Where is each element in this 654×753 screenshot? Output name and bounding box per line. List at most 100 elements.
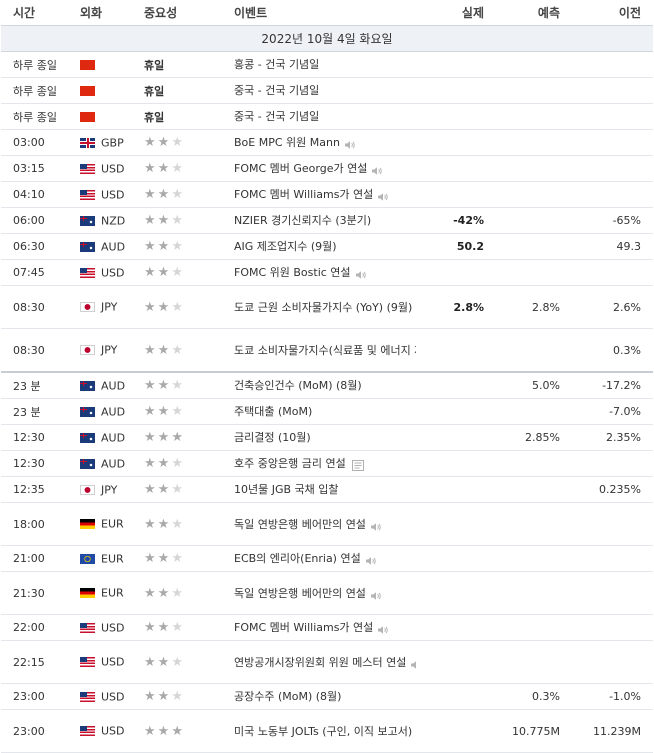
importance-cell: ★★★ bbox=[132, 683, 222, 710]
table-row[interactable]: 하루 종일 휴일 중국 - 건국 기념일 bbox=[1, 77, 653, 104]
event-name[interactable]: 금리결정 (10월) bbox=[234, 431, 311, 444]
table-row[interactable]: 23 분 AUD ★★★ 주택대출 (MoM) -7.0% bbox=[1, 398, 653, 425]
table-row[interactable]: 06:00 NZD ★★★ NZIER 경기신뢰지수 (3분기) -42% -65% bbox=[1, 207, 653, 234]
importance-cell: ★★★ bbox=[132, 328, 222, 373]
table-row[interactable]: 22:15 USD ★★★ 연방공개시장위원회 위원 메스터 연설 bbox=[1, 640, 653, 684]
table-row[interactable]: 12:30 AUD ★★★ 호주 중앙은행 금리 연설 bbox=[1, 450, 653, 477]
importance-stars: ★★★ bbox=[144, 213, 185, 228]
event-name[interactable]: 독일 연방은행 베어만의 연설 bbox=[234, 517, 366, 531]
forecast-value bbox=[496, 51, 572, 78]
actual-value bbox=[416, 545, 496, 572]
event-name[interactable]: 건축승인건수 (MoM) (8월) bbox=[234, 379, 362, 392]
event-currency-cell: AUD bbox=[68, 424, 132, 451]
table-row[interactable]: 03:00 GBP ★★★ BoE MPC 위원 Mann bbox=[1, 129, 653, 156]
star-icon: ★ bbox=[171, 723, 185, 739]
event-name[interactable]: FOMC 멤버 Williams가 연설 bbox=[234, 188, 374, 201]
event-cell: 도쿄 근원 소비자물가지수 (YoY) (9월) bbox=[222, 285, 416, 329]
event-name[interactable]: 연방공개시장위원회 위원 메스터 연설 bbox=[234, 655, 407, 669]
previous-value bbox=[572, 259, 653, 286]
event-name[interactable]: FOMC 위원 Bostic 연설 bbox=[234, 266, 351, 279]
actual-value bbox=[416, 476, 496, 503]
event-currency-cell: AUD bbox=[68, 233, 132, 260]
currency-code: AUD bbox=[101, 379, 126, 393]
header-previous[interactable]: 이전 bbox=[572, 0, 653, 26]
event-name[interactable]: NZIER 경기신뢰지수 (3분기) bbox=[234, 214, 372, 227]
event-name[interactable]: 도쿄 근원 소비자물가지수 (YoY) (9월) bbox=[234, 300, 413, 314]
speaker-icon bbox=[344, 138, 356, 149]
table-row[interactable]: 하루 종일 휴일 중국 - 건국 기념일 bbox=[1, 103, 653, 130]
flag-us-icon bbox=[80, 267, 95, 278]
currency-code: USD bbox=[101, 188, 125, 202]
event-time: 18:00 bbox=[1, 502, 68, 546]
importance-cell: ★★★ bbox=[132, 155, 222, 182]
event-cell: ECB의 엔리아(Enria) 연설 bbox=[222, 545, 416, 572]
event-name[interactable]: 호주 중앙은행 금리 연설 bbox=[234, 457, 346, 470]
table-row[interactable]: 23:00 USD ★★★ 공장수주 (MoM) (8월) 0.3% -1.0% bbox=[1, 683, 653, 710]
actual-value bbox=[416, 571, 496, 615]
event-name[interactable]: AIG 제조업지수 (9월) bbox=[234, 240, 337, 253]
table-row[interactable]: 21:30 EUR ★★★ 독일 연방은행 베어만의 연설 bbox=[1, 571, 653, 615]
table-row[interactable]: 22:00 USD ★★★ FOMC 멤버 Williams가 연설 bbox=[1, 614, 653, 641]
star-icon: ★ bbox=[171, 342, 185, 358]
header-forecast[interactable]: 예측 bbox=[496, 0, 572, 26]
forecast-value bbox=[496, 640, 572, 684]
currency-code: EUR bbox=[101, 586, 124, 600]
event-cell: 주택대출 (MoM) bbox=[222, 398, 416, 425]
table-row[interactable]: 12:30 AUD ★★★ 금리결정 (10월) 2.85% 2.35% bbox=[1, 424, 653, 451]
event-name[interactable]: 주택대출 (MoM) bbox=[234, 405, 313, 418]
event-currency-cell: AUD bbox=[68, 398, 132, 425]
table-row[interactable]: 07:45 USD ★★★ FOMC 위원 Bostic 연설 bbox=[1, 259, 653, 286]
event-name[interactable]: 10년물 JGB 국채 입찰 bbox=[234, 483, 339, 496]
event-name[interactable]: FOMC 멤버 Williams가 연설 bbox=[234, 621, 374, 634]
event-name[interactable]: ECB의 엔리아(Enria) 연설 bbox=[234, 552, 361, 565]
event-name[interactable]: BoE MPC 위원 Mann bbox=[234, 136, 340, 149]
event-name[interactable]: 홍콩 - 건국 기념일 bbox=[234, 58, 320, 71]
header-time[interactable]: 시간 bbox=[1, 0, 68, 26]
flag-us-icon bbox=[80, 726, 95, 737]
table-row[interactable]: 18:00 EUR ★★★ 독일 연방은행 베어만의 연설 bbox=[1, 502, 653, 546]
actual-value bbox=[416, 398, 496, 425]
table-row[interactable]: 06:30 AUD ★★★ AIG 제조업지수 (9월) 50.2 49.3 bbox=[1, 233, 653, 260]
header-importance[interactable]: 중요성 bbox=[132, 0, 222, 26]
importance-stars: ★★★ bbox=[144, 161, 185, 176]
event-currency-cell: EUR bbox=[68, 571, 132, 615]
actual-value bbox=[416, 77, 496, 104]
currency-code: USD bbox=[101, 690, 125, 704]
event-currency-cell: JPY bbox=[68, 328, 132, 373]
table-row[interactable]: 03:15 USD ★★★ FOMC 멤버 George가 연설 bbox=[1, 155, 653, 182]
table-row[interactable]: 하루 종일 휴일 홍콩 - 건국 기념일 bbox=[1, 51, 653, 78]
event-name[interactable]: FOMC 멤버 George가 연설 bbox=[234, 162, 368, 175]
table-row[interactable]: 23 분 AUD ★★★ 건축승인건수 (MoM) (8월) 5.0% -17.2% bbox=[1, 372, 653, 399]
table-row[interactable]: 08:30 JPY ★★★ 도쿄 근원 소비자물가지수 (YoY) (9월) 2.8% 2… bbox=[1, 285, 653, 329]
event-currency-cell: USD bbox=[68, 640, 132, 684]
table-row[interactable]: 12:35 JPY ★★★ 10년물 JGB 국채 입찰 0.235% bbox=[1, 476, 653, 503]
currency-code: AUD bbox=[101, 405, 126, 419]
event-cell: 건축승인건수 (MoM) (8월) bbox=[222, 372, 416, 399]
header-currency[interactable]: 외화 bbox=[68, 0, 132, 26]
currency-code: USD bbox=[101, 655, 125, 669]
event-cell: NZIER 경기신뢰지수 (3분기) bbox=[222, 207, 416, 234]
event-name[interactable]: 중국 - 건국 기념일 bbox=[234, 110, 320, 123]
date-label: 2022년 10월 4일 화요일 bbox=[1, 25, 653, 52]
importance-cell: ★★★ bbox=[132, 709, 222, 753]
event-name[interactable]: 중국 - 건국 기념일 bbox=[234, 84, 320, 97]
event-currency-cell: JPY bbox=[68, 476, 132, 503]
importance-cell: ★★★ bbox=[132, 450, 222, 477]
event-name[interactable]: 미국 노동부 JOLTs (구인, 이직 보고서) (8월) bbox=[234, 724, 416, 738]
header-event[interactable]: 이벤트 bbox=[222, 0, 416, 26]
header-actual[interactable]: 실제 bbox=[416, 0, 496, 26]
event-name[interactable]: 도쿄 소비자물가지수(식료품 및 에너지 제외) (MoM) (9월) bbox=[234, 343, 416, 357]
event-name[interactable]: 독일 연방은행 베어만의 연설 bbox=[234, 586, 366, 600]
table-row[interactable]: 21:00 EUR ★★★ ECB의 엔리아(Enria) 연설 bbox=[1, 545, 653, 572]
importance-cell: 휴일 bbox=[132, 51, 222, 78]
event-name[interactable]: 공장수주 (MoM) (8월) bbox=[234, 690, 342, 703]
flag-hk-icon bbox=[80, 59, 95, 70]
star-icon: ★ bbox=[171, 239, 185, 254]
forecast-value bbox=[496, 450, 572, 477]
flag-us-icon bbox=[80, 657, 95, 668]
table-row[interactable]: 04:10 USD ★★★ FOMC 멤버 Williams가 연설 bbox=[1, 181, 653, 208]
star-icon: ★ bbox=[157, 456, 172, 471]
star-icon: ★ bbox=[144, 187, 158, 202]
